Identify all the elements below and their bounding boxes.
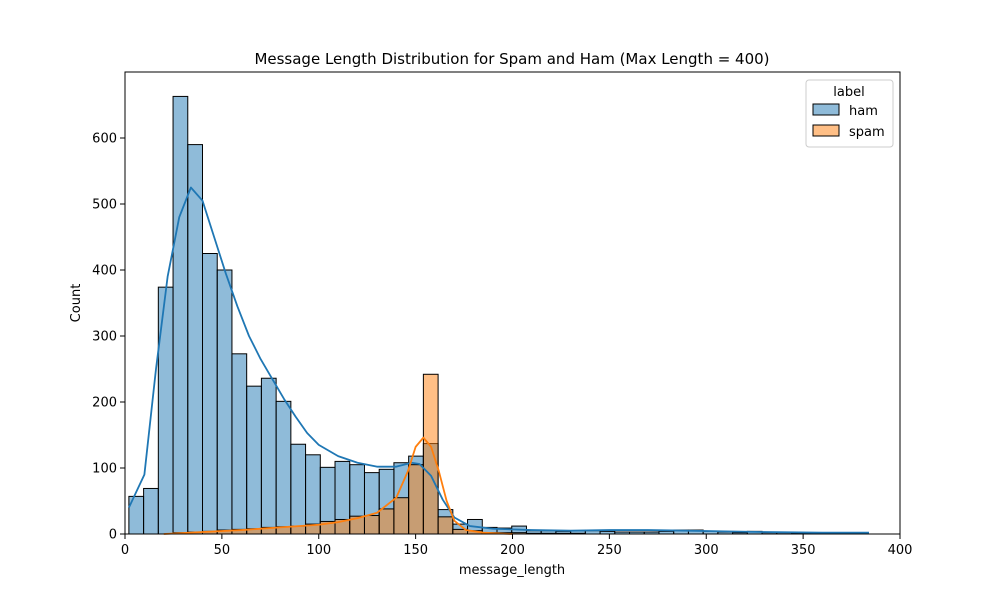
ham-bar (231, 353, 248, 535)
ham-bar (172, 95, 189, 535)
x-tick-label: 50 (214, 543, 231, 558)
ham-bar (305, 454, 321, 535)
spam-bar (393, 497, 410, 535)
x-axis-label: message_length (459, 563, 565, 578)
y-tick-label: 200 (92, 396, 117, 411)
ham-bar (187, 144, 203, 535)
ham-bar (260, 377, 277, 535)
ham-bar (290, 443, 307, 535)
spam-bar (437, 516, 454, 535)
ham-bar (216, 269, 233, 535)
y-axis-label: Count (69, 284, 84, 323)
kde-lines (128, 186, 869, 535)
spam-bar (363, 515, 380, 535)
spam-bar (378, 508, 395, 535)
y-tick-label: 600 (92, 132, 117, 147)
y-tick-label: 300 (92, 330, 117, 345)
x-tick-label: 150 (403, 543, 428, 558)
spam-bar (408, 464, 424, 535)
y-axis: 0 100 200 300 400 500 600 (92, 132, 125, 543)
legend-label-ham: ham (849, 104, 878, 119)
x-tick-label: 0 (121, 543, 129, 558)
ham-bar (157, 286, 174, 535)
x-tick-label: 200 (500, 543, 525, 558)
y-tick-label: 0 (109, 528, 117, 543)
ham-bar (246, 385, 262, 535)
plot-area (124, 71, 901, 535)
x-tick-label: 350 (791, 543, 816, 558)
ham-bar (275, 400, 292, 535)
legend-swatch-spam (812, 124, 840, 137)
spam-bar (422, 373, 439, 535)
x-axis: 0 50 100 150 200 250 300 350 400 (121, 534, 913, 558)
x-tick-label: 300 (694, 543, 719, 558)
ham-bar (143, 487, 159, 535)
ham-bars (128, 95, 866, 535)
ham-kde-line (128, 186, 869, 534)
legend-label-spam: spam (849, 125, 885, 140)
y-tick-label: 400 (92, 264, 117, 279)
chart-title: Message Length Distribution for Spam and… (254, 50, 769, 68)
x-tick-label: 250 (597, 543, 622, 558)
legend-swatch-ham (812, 103, 840, 116)
legend: label ham spam (805, 79, 894, 148)
y-tick-label: 100 (92, 462, 117, 477)
legend-title: label (833, 85, 864, 100)
y-tick-label: 500 (92, 198, 117, 213)
ham-bar (202, 253, 218, 535)
x-tick-label: 100 (306, 543, 331, 558)
spam-kde-line (163, 436, 513, 535)
x-tick-label: 400 (888, 543, 913, 558)
